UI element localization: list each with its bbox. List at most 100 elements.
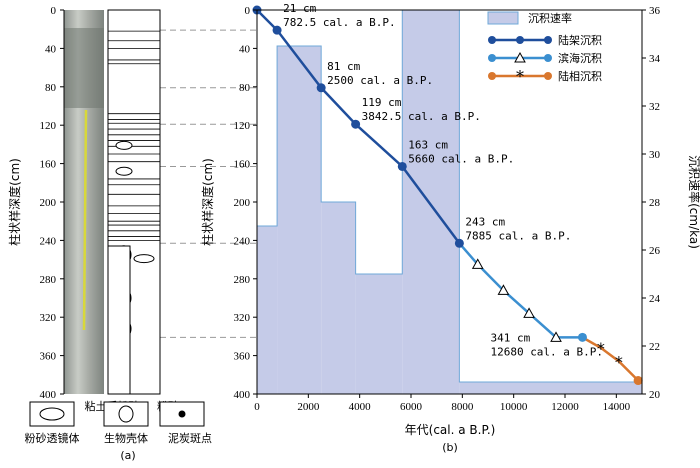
legend-label-1: 滨海沉积 xyxy=(558,51,602,65)
shelf-point xyxy=(397,161,407,171)
rate-bar xyxy=(459,382,642,394)
lens-symbol-core xyxy=(115,140,133,150)
series-line-2 xyxy=(581,336,640,382)
y-right-axis-label: 沉积速率(cm/ka) xyxy=(687,155,700,249)
depth-axis-label-a: 柱状样深度(cm) xyxy=(7,158,22,246)
shelf-point xyxy=(454,238,464,248)
annotation-age: 7885 cal. a B.P. xyxy=(465,229,571,242)
y-left-tick-label: 80 xyxy=(239,82,251,94)
y-right-axis: 20 22 24 26 28 30 32 34 36 xyxy=(642,5,661,401)
annotation-age: 782.5 cal. a B.P. xyxy=(283,16,396,29)
x-axis-label: 年代(cal. a B.P.) xyxy=(405,423,496,437)
y-left-axis: 0 40 80 120 160 200 240 280 320 360 400 xyxy=(234,5,257,401)
age-depth-lines xyxy=(256,9,640,382)
depth-axis-a: 0 40 80 120 160 200 240 280 320 360 400 xyxy=(40,5,65,401)
y-right-tick-label: 30 xyxy=(649,149,661,161)
y-right-tick-label: 22 xyxy=(649,341,660,353)
lens-symbol xyxy=(39,407,65,421)
depth-tick-label-a: 240 xyxy=(40,235,57,247)
core-axis-line xyxy=(82,109,88,331)
panel-b-caption: (b) xyxy=(442,441,458,454)
coastal-point xyxy=(497,284,510,295)
y-right-tick-label: 32 xyxy=(649,101,660,113)
depth-tick-label-a: 200 xyxy=(40,197,57,209)
annotation-depth: 243 cm xyxy=(465,215,505,228)
depth-tick-label-a: 80 xyxy=(45,82,57,94)
rate-bar xyxy=(257,226,278,394)
depth-tick-label-a: 400 xyxy=(40,389,57,401)
x-tick-label: 8000 xyxy=(451,401,474,413)
depth-tick-label-a: 0 xyxy=(51,5,57,17)
rate-bars xyxy=(256,9,642,394)
y-right-tick-label: 28 xyxy=(649,197,661,209)
dashed-depth-lines xyxy=(160,29,257,338)
legend-marker-start xyxy=(488,72,496,80)
y-left-tick-label: 320 xyxy=(234,312,251,324)
legend-marker-end xyxy=(544,54,552,62)
annotation-depth: 341 cm xyxy=(490,331,530,344)
x-tick-label: 2000 xyxy=(297,401,320,413)
y-left-tick-label: 40 xyxy=(239,43,251,55)
x-tick-label: 14000 xyxy=(603,401,631,413)
rate-bar xyxy=(277,46,322,394)
legend-label-2: 陆相沉积 xyxy=(558,69,602,83)
annotation-depth: 21 cm xyxy=(283,2,316,15)
shelf-point xyxy=(351,119,361,129)
depth-tick-label-a: 40 xyxy=(45,43,57,55)
rate-bar xyxy=(321,202,356,394)
legend-peat-label: 泥炭斑点 xyxy=(168,432,212,445)
annotation-depth: 119 cm xyxy=(362,96,402,109)
x-tick-label: 6000 xyxy=(400,401,423,413)
lens-symbol-core xyxy=(115,166,133,176)
depth-tick-label-a: 360 xyxy=(40,351,57,363)
x-tick-label: 12000 xyxy=(551,401,579,413)
y-left-tick-label: 400 xyxy=(234,389,251,401)
rate-bar xyxy=(355,274,403,394)
x-tick-label: 0 xyxy=(254,401,260,413)
peat-symbol xyxy=(178,410,186,418)
terrestrial-point: * xyxy=(615,352,623,371)
legend-lens-label: 粉砂透镜体 xyxy=(25,431,80,445)
annotation-age: 5660 cal. a B.P. xyxy=(408,152,514,165)
annotation-age: 12680 cal. a B.P. xyxy=(490,345,603,358)
legend-marker-mid: * xyxy=(516,67,524,86)
depth-tick-label-a: 120 xyxy=(40,120,57,132)
y-right-tick-label: 36 xyxy=(649,5,661,17)
legend-shell-label: 生物壳体 xyxy=(104,431,148,445)
y-left-tick-label: 0 xyxy=(245,5,251,17)
shell-symbol xyxy=(118,405,134,423)
lens-symbol-core xyxy=(133,254,155,264)
series-line-1 xyxy=(458,242,583,339)
annotation-age: 3842.5 cal. a B.P. xyxy=(362,110,481,123)
legend-label-0: 陆架沉积 xyxy=(558,33,602,47)
y-left-axis-label: 柱状样深度(cm) xyxy=(200,158,215,246)
core-dark-top xyxy=(64,28,104,108)
series-line-0 xyxy=(256,9,461,245)
y-right-tick-label: 24 xyxy=(649,293,661,305)
annotation-depth: 163 cm xyxy=(408,138,448,151)
legend-marker-end xyxy=(544,36,552,44)
terrestrial-point xyxy=(633,376,643,386)
x-tick-label: 10000 xyxy=(500,401,528,413)
coastal-point xyxy=(523,307,535,318)
annotation-depth: 81 cm xyxy=(327,60,360,73)
y-right-tick-label: 26 xyxy=(649,245,661,257)
legend-marker-mid xyxy=(514,51,526,63)
coastal-point xyxy=(577,332,587,342)
legend-rate-label: 沉积速率 xyxy=(528,11,572,25)
shelf-point xyxy=(272,25,282,35)
panel-a-caption: (a) xyxy=(120,449,135,462)
depth-tick-label-a: 160 xyxy=(40,159,57,171)
legend-rate-swatch xyxy=(487,11,519,25)
legend-marker-mid xyxy=(516,36,524,44)
annotation-age: 2500 cal. a B.P. xyxy=(327,74,433,87)
legend-marker-end xyxy=(544,72,552,80)
legend-marker-start xyxy=(488,54,496,62)
terrestrial-point: * xyxy=(597,339,605,358)
silt-column xyxy=(107,245,131,395)
